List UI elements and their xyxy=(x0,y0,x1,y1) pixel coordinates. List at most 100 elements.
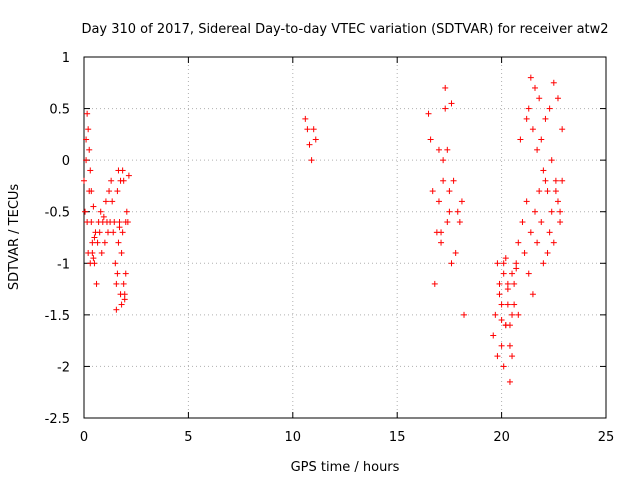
data-point xyxy=(513,265,520,272)
x-tick-label: 10 xyxy=(285,430,302,445)
data-point xyxy=(536,188,543,195)
data-point xyxy=(119,167,126,174)
data-point xyxy=(109,198,116,205)
data-point xyxy=(306,141,313,148)
data-point xyxy=(444,146,451,153)
data-point xyxy=(509,353,516,360)
data-point xyxy=(114,188,121,195)
x-tick-label: 0 xyxy=(80,430,88,445)
data-point xyxy=(105,229,112,236)
data-point xyxy=(496,291,503,298)
data-point xyxy=(106,188,113,195)
data-point xyxy=(552,177,559,184)
data-point xyxy=(438,239,445,246)
data-point xyxy=(498,342,505,349)
data-point xyxy=(542,177,549,184)
data-point xyxy=(90,255,97,262)
data-point xyxy=(509,270,516,277)
data-point xyxy=(448,100,455,107)
data-point xyxy=(525,105,532,112)
data-point xyxy=(302,115,309,122)
data-point xyxy=(84,219,91,226)
data-point xyxy=(454,208,461,215)
data-point xyxy=(492,311,499,318)
data-point xyxy=(506,342,513,349)
data-point xyxy=(550,79,557,86)
data-point xyxy=(500,363,507,370)
y-tick-label: -0.5 xyxy=(45,206,70,221)
data-point xyxy=(446,188,453,195)
data-point xyxy=(504,280,511,287)
data-point xyxy=(117,291,124,298)
data-point xyxy=(86,146,93,153)
data-point xyxy=(546,229,553,236)
data-point xyxy=(87,260,94,267)
data-point xyxy=(519,219,526,226)
data-point xyxy=(90,203,97,210)
data-point xyxy=(511,280,518,287)
data-point xyxy=(527,229,534,236)
axis-ticks xyxy=(83,56,607,419)
data-point xyxy=(440,157,447,164)
data-point xyxy=(102,198,109,205)
data-point xyxy=(527,74,534,81)
data-point xyxy=(310,126,317,133)
data-point xyxy=(116,219,123,226)
data-point xyxy=(550,239,557,246)
data-point xyxy=(82,208,89,215)
data-point xyxy=(534,146,541,153)
data-point xyxy=(91,234,98,241)
data-point xyxy=(446,208,453,215)
data-point xyxy=(498,317,505,324)
grid-lines xyxy=(84,57,606,418)
data-point xyxy=(100,213,107,220)
y-tick-label: -1.5 xyxy=(45,309,70,324)
data-point xyxy=(89,239,96,246)
data-point xyxy=(84,110,91,117)
data-point xyxy=(113,280,120,287)
data-point xyxy=(81,177,87,184)
chart-title: Day 310 of 2017, Sidereal Day-to-day VTE… xyxy=(81,22,608,37)
data-point xyxy=(122,219,129,226)
data-point xyxy=(536,95,543,102)
data-point xyxy=(538,219,545,226)
data-point xyxy=(116,224,123,231)
data-point xyxy=(118,301,125,308)
data-point xyxy=(438,229,445,236)
data-point xyxy=(456,219,463,226)
data-point xyxy=(108,177,115,184)
data-point xyxy=(83,157,90,164)
data-points xyxy=(81,74,566,385)
data-point xyxy=(502,255,509,262)
y-tick-label: -2.5 xyxy=(45,412,70,427)
data-point xyxy=(114,270,121,277)
x-tick-label: 15 xyxy=(389,430,406,445)
data-point xyxy=(494,260,501,267)
data-point xyxy=(112,260,119,267)
data-point xyxy=(509,311,516,318)
y-tick-labels: 1 0.5 0 -0.5 -1 -1.5 -2 -2.5 xyxy=(45,51,70,427)
x-tick-label: 20 xyxy=(493,430,510,445)
data-point xyxy=(450,177,457,184)
x-axis-label: GPS time / hours xyxy=(291,460,400,475)
data-point xyxy=(118,249,125,256)
data-point xyxy=(500,270,507,277)
data-point xyxy=(544,249,551,256)
y-tick-label: -1 xyxy=(57,257,70,272)
data-point xyxy=(521,249,528,256)
data-point xyxy=(121,296,128,303)
data-point xyxy=(461,311,468,318)
data-point xyxy=(504,286,511,293)
data-point xyxy=(97,208,104,215)
data-point xyxy=(123,208,130,215)
data-point xyxy=(557,219,564,226)
data-point xyxy=(308,157,315,164)
data-point xyxy=(538,136,545,143)
y-tick-label: 1 xyxy=(62,51,70,66)
data-point xyxy=(442,84,449,91)
data-point xyxy=(498,301,505,308)
data-point xyxy=(540,260,547,267)
data-point xyxy=(98,249,105,256)
data-point xyxy=(490,332,497,339)
